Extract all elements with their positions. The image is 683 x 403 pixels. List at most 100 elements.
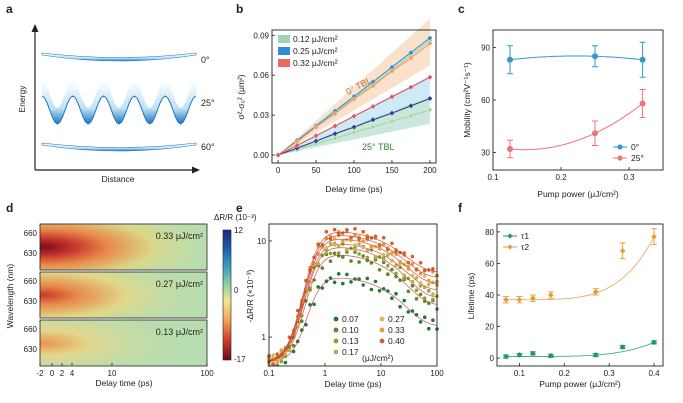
data-point (389, 110, 395, 116)
data-point (381, 252, 386, 257)
data-point (406, 265, 411, 269)
x-tick-label: 1 (323, 369, 328, 378)
panel-label-a: a (6, 2, 13, 16)
data-point (361, 239, 366, 243)
data-point (291, 344, 296, 348)
data-point (353, 277, 357, 281)
data-point (381, 257, 386, 262)
data-point (332, 135, 338, 142)
data-point (336, 251, 341, 255)
y-tick-label: 90 (481, 44, 490, 53)
data-point (408, 84, 414, 91)
data-point (332, 251, 337, 256)
band-60deg (41, 142, 197, 152)
data-point (431, 318, 435, 323)
heatmap-mid-signal (40, 272, 207, 318)
trend-line-1 (506, 236, 655, 301)
x-tick-label: 100 (430, 369, 444, 378)
data-point (418, 271, 423, 276)
colorbar-tick-zero: 0 (234, 286, 239, 295)
legend-label: 0.10 (342, 325, 359, 335)
x-tick-label: 2 (60, 369, 65, 378)
data-point (369, 244, 374, 248)
data-point (410, 262, 415, 266)
fit-curve-6 (268, 231, 438, 361)
x-tick-label: 0.2 (559, 369, 571, 378)
band-label-0: 0° (201, 55, 210, 65)
colorbar-tick-max: 12 (234, 226, 243, 235)
data-point (651, 339, 657, 346)
data-point (365, 276, 370, 281)
data-point (516, 352, 523, 358)
data-point (427, 289, 431, 293)
data-point (341, 281, 345, 286)
data-point (353, 247, 357, 252)
data-point (394, 274, 398, 279)
data-point (357, 252, 361, 256)
data-point (312, 302, 316, 307)
legend-label: 0.32 μJ/cm² (293, 58, 338, 68)
data-point (389, 68, 395, 75)
data-point (365, 236, 370, 240)
data-point (349, 259, 353, 263)
legend-label: τ2 (521, 242, 529, 252)
legend-marker (379, 338, 385, 344)
data-point (386, 264, 390, 268)
data-point (422, 268, 427, 273)
data-point (361, 229, 366, 234)
panel-d-heatmap: 0.33 μJ/cm² 0.27 μJ/cm² 0.13 μJ/cm² -2 0 2… (5, 213, 257, 388)
colorbar-tick-min: -17 (234, 355, 246, 364)
y-tick-label: 660 (24, 229, 38, 238)
heatmap-frame-1 (39, 223, 208, 271)
x-tick-label: 4 (70, 369, 75, 378)
panel-f-xlabel: Pump power (μJ/cm²) (539, 379, 621, 389)
data-point (619, 344, 626, 350)
data-point (530, 350, 536, 357)
data-point (418, 261, 423, 265)
distance-label: Distance (101, 174, 134, 184)
data-point (592, 53, 598, 60)
data-point (422, 274, 427, 278)
legend-swatch (278, 35, 290, 43)
y-tick-label: 30 (481, 149, 490, 158)
data-point (386, 272, 390, 277)
data-point (507, 56, 513, 63)
data-point (351, 113, 357, 119)
panel-a-diagram: Energy Distance 0° 25° 60° (17, 24, 215, 184)
data-point (406, 310, 411, 314)
data-point (639, 56, 646, 63)
y-tick-label: 80 (485, 228, 494, 237)
annotation-25deg-tbl: 25° TBL (362, 142, 394, 152)
y-tick-label: 20 (485, 323, 494, 332)
legend-marker (507, 233, 513, 239)
panel-e-chart: 0.1 1 10 100 1 10 Delay time (ps) -ΔR/R (×10⁻… (245, 223, 444, 389)
data-point (427, 278, 431, 283)
y-tick-label: 60 (481, 96, 490, 105)
data-point (639, 100, 646, 107)
data-point (530, 295, 536, 301)
data-point (389, 118, 395, 124)
data-point (431, 297, 435, 302)
panel-c-chart: 0.1 0.2 0.3 30 60 90 Pump power (μJ/cm²) Mobi… (462, 29, 664, 199)
legend-label: 25° (631, 153, 644, 163)
y-tick-label: 1 (262, 333, 267, 342)
data-point (370, 103, 376, 110)
x-tick-label: 10 (377, 369, 386, 378)
data-point (406, 289, 411, 294)
data-point (275, 152, 281, 158)
data-point (316, 285, 321, 289)
heatmap-frame-3 (39, 319, 208, 367)
panel-label-d: d (6, 201, 13, 215)
data-point (507, 146, 513, 152)
panel-b-chart: 0 50 100 150 200 0.00 0.03 0.06 0.09 Delay time … (236, 18, 437, 194)
data-point (418, 320, 423, 324)
data-point (377, 268, 382, 272)
data-point (410, 254, 415, 259)
data-point (427, 106, 433, 113)
legend-label: 0.27 (388, 314, 405, 324)
data-point (357, 242, 361, 246)
data-point (402, 273, 407, 278)
band-25deg-fill (42, 80, 196, 124)
data-point (332, 280, 337, 285)
data-point (422, 315, 427, 320)
